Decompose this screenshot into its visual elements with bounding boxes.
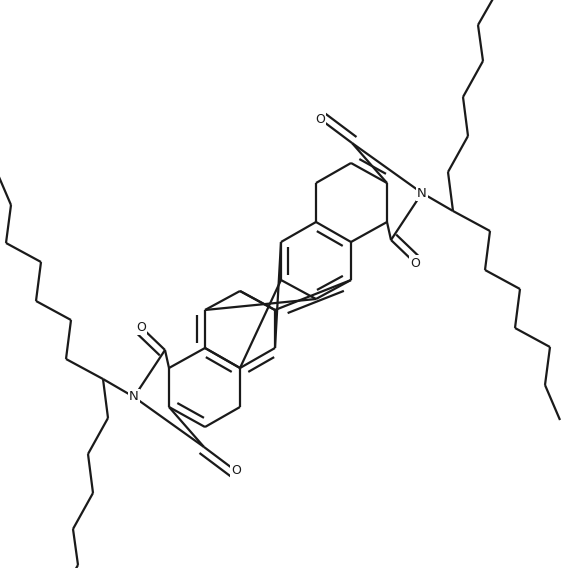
- Text: O: O: [410, 257, 420, 269]
- Text: O: O: [136, 320, 146, 333]
- Text: O: O: [315, 112, 325, 126]
- Text: N: N: [129, 391, 139, 403]
- Text: N: N: [417, 186, 427, 199]
- Text: O: O: [231, 465, 241, 478]
